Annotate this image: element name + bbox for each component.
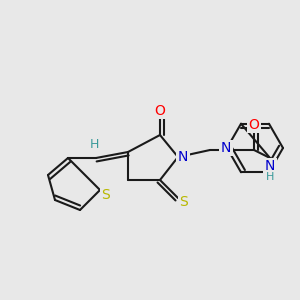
Text: H: H	[266, 172, 274, 182]
Text: O: O	[249, 118, 260, 132]
Text: O: O	[154, 104, 165, 118]
Text: H: H	[89, 137, 99, 151]
Text: N: N	[178, 150, 188, 164]
Text: N: N	[265, 159, 275, 173]
Text: S: S	[180, 195, 188, 209]
Text: N: N	[221, 141, 231, 155]
Text: S: S	[102, 188, 110, 202]
